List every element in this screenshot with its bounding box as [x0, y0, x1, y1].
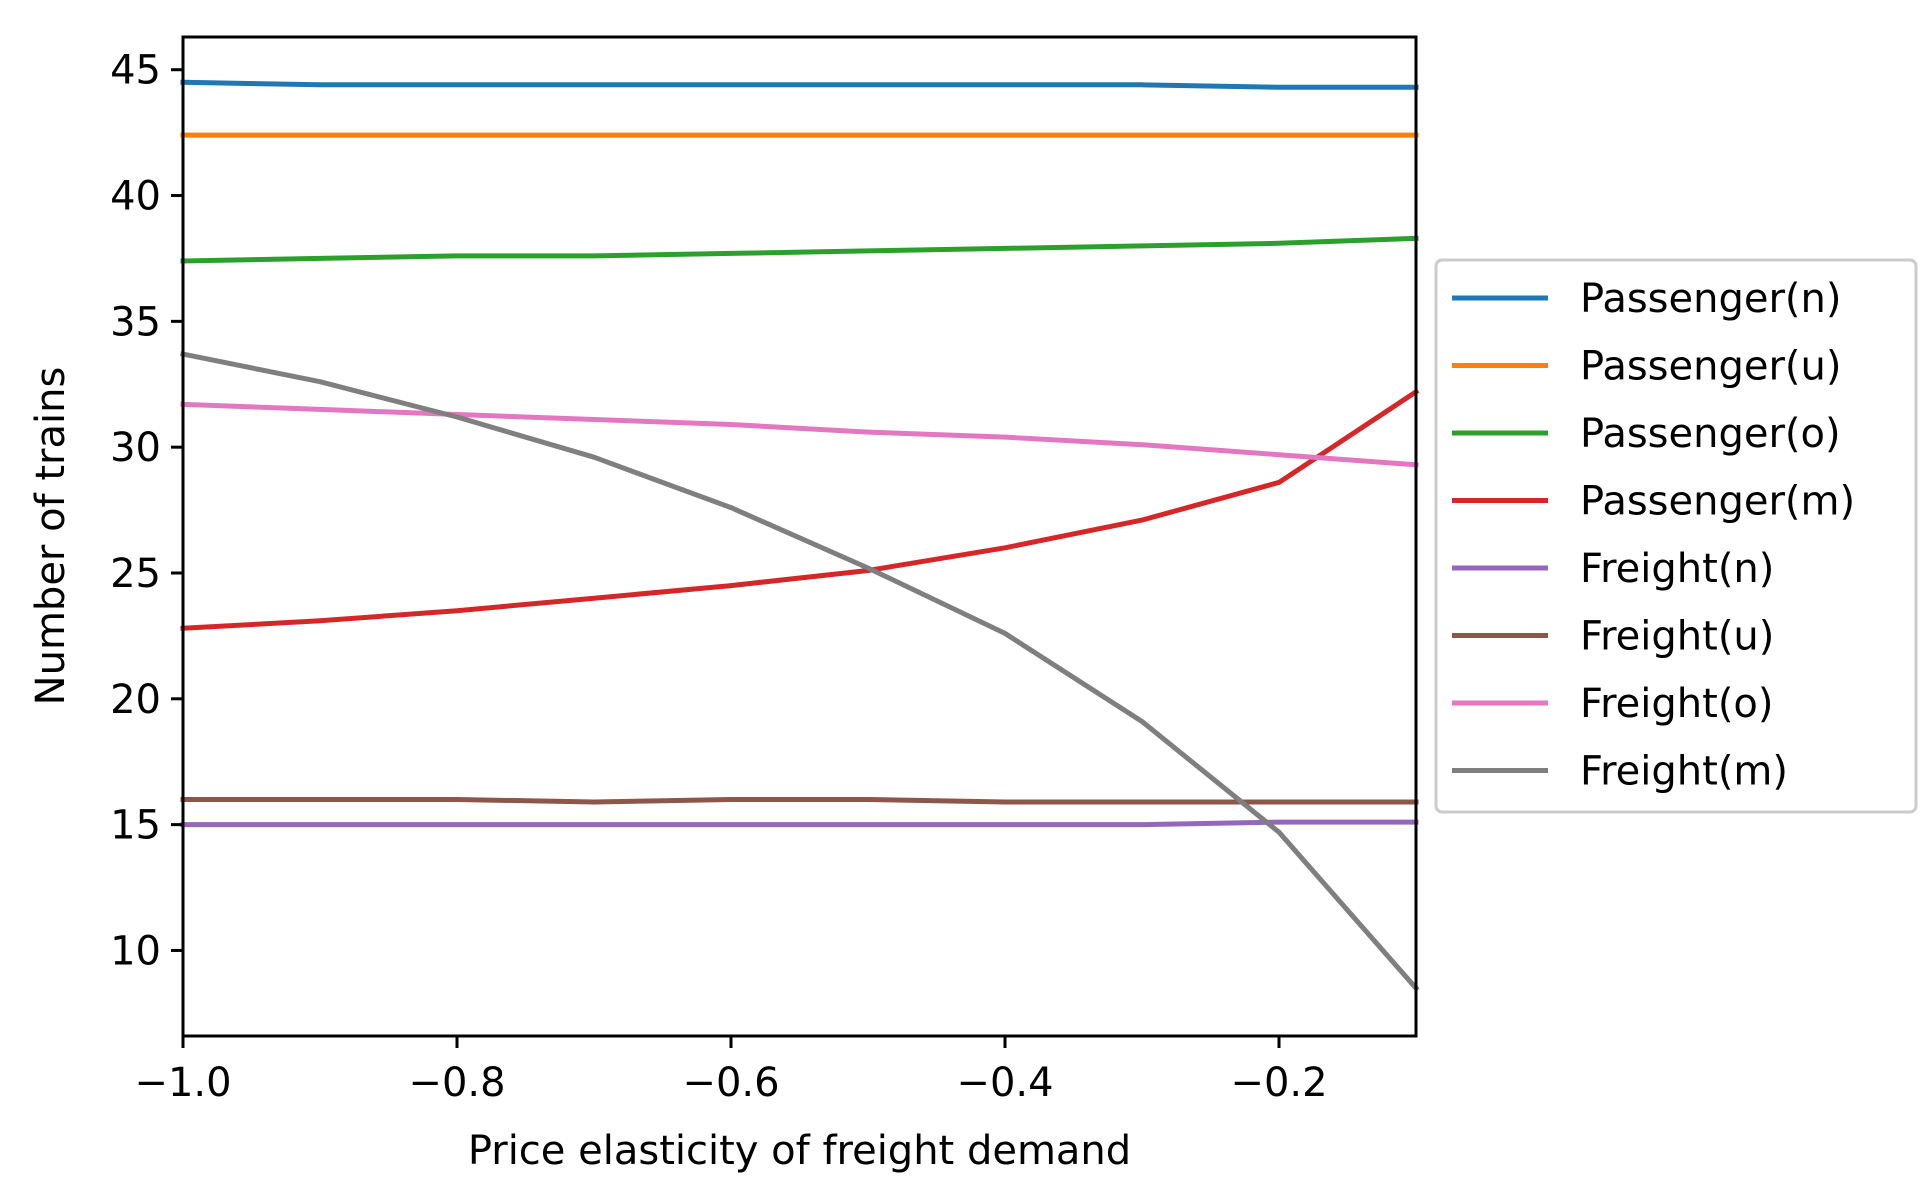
x-tick-label: −0.8: [408, 1060, 505, 1106]
y-tick-label: 30: [110, 425, 161, 471]
series-layer: [180, 79, 1420, 992]
series-line-freight-n: [180, 819, 1419, 828]
series-line-freight-u: [180, 797, 1419, 805]
y-tick-label: 35: [110, 299, 161, 345]
legend-label-passenger-u: Passenger(u): [1580, 344, 1841, 390]
y-axis-label: Number of trains: [28, 367, 74, 706]
series-line-passenger-m: [180, 388, 1420, 631]
legend-frame: [1434, 258, 1918, 814]
legend-label-freight-m: Freight(m): [1580, 749, 1788, 795]
series-line-passenger-n: [180, 79, 1419, 90]
x-tick-label: −0.6: [682, 1060, 779, 1106]
legend-items: Passenger(n) Passenger(u) Passenger(o) Pass…: [1452, 276, 1855, 795]
y-tick-label: 45: [110, 48, 161, 94]
series-line-freight-o: [180, 401, 1419, 468]
y-tick-label: 15: [110, 803, 161, 849]
x-tick-label: −0.2: [1230, 1060, 1327, 1106]
y-tick-label: 20: [110, 677, 161, 723]
y-axis-ticks: 10 15 20 25 30 35 40 45: [110, 48, 183, 974]
plot-frame: [181, 35, 1418, 1038]
x-tick-label: −0.4: [956, 1060, 1053, 1106]
series-line-freight-m: [180, 351, 1420, 992]
y-tick-label: 25: [110, 551, 161, 597]
y-tick-label: 10: [110, 928, 161, 974]
legend-label-passenger-o: Passenger(o): [1580, 411, 1841, 457]
x-axis-label: Price elasticity of freight demand: [468, 1128, 1131, 1174]
legend-label-freight-o: Freight(o): [1580, 681, 1774, 727]
legend-label-passenger-n: Passenger(n): [1580, 276, 1841, 322]
x-axis-ticks: −1.0 −0.8 −0.6 −0.4 −0.2: [134, 1036, 1328, 1106]
legend-label-freight-n: Freight(n): [1580, 546, 1774, 592]
y-tick-label: 40: [110, 174, 161, 220]
legend: Passenger(n) Passenger(u) Passenger(o) Pass…: [1434, 258, 1918, 814]
series-line-passenger-o: [180, 235, 1419, 264]
legend-label-passenger-m: Passenger(m): [1580, 479, 1855, 525]
x-tick-label: −1.0: [134, 1060, 231, 1106]
legend-label-freight-u: Freight(u): [1580, 614, 1774, 660]
